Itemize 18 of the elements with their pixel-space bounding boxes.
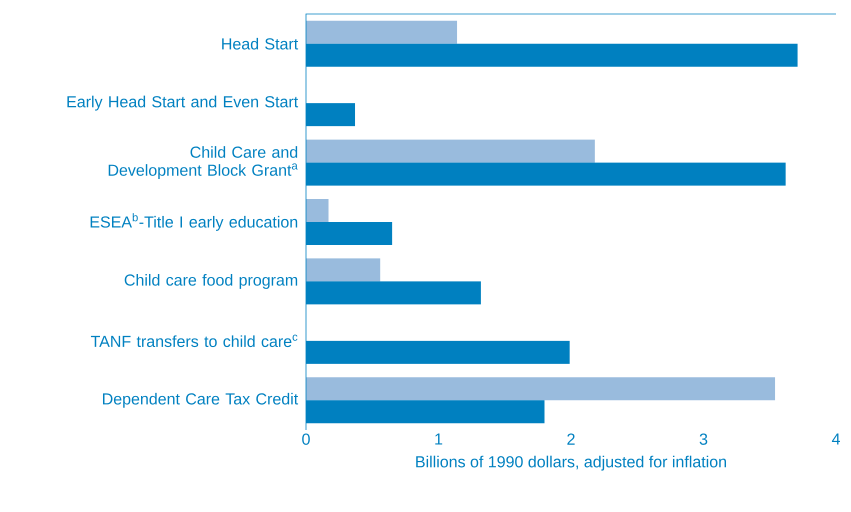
y-tick-label: Child Care and Development Block Grant$^{a}$ [108,146,298,180]
x-tick-label: 0 [302,434,310,445]
y-tick-label: Early Head Start and Even Start [67,96,298,111]
y-tick-label: Dependent Care Tax Credit [102,392,298,408]
bar [306,140,595,163]
y-tick-label: ESEA$^{b}$-Title I early education [90,213,298,231]
y-tick-label: Head Start [222,38,298,50]
bar [306,377,776,400]
x-tick-label: 3 [700,434,708,445]
y-tick-label: Child care food program [124,274,298,289]
bar [306,20,458,44]
x-axis-title: Billions of 1990 dollars, adjusted for inflation [416,456,726,471]
bar [306,199,329,222]
y-tick-label: TANF transfers to child care$^{c}$ [90,334,298,348]
x-tick-label: 2 [567,434,575,445]
bar [306,258,380,282]
x-tick-label: 1 [435,434,442,445]
x-tick-label: 4 [832,434,840,445]
